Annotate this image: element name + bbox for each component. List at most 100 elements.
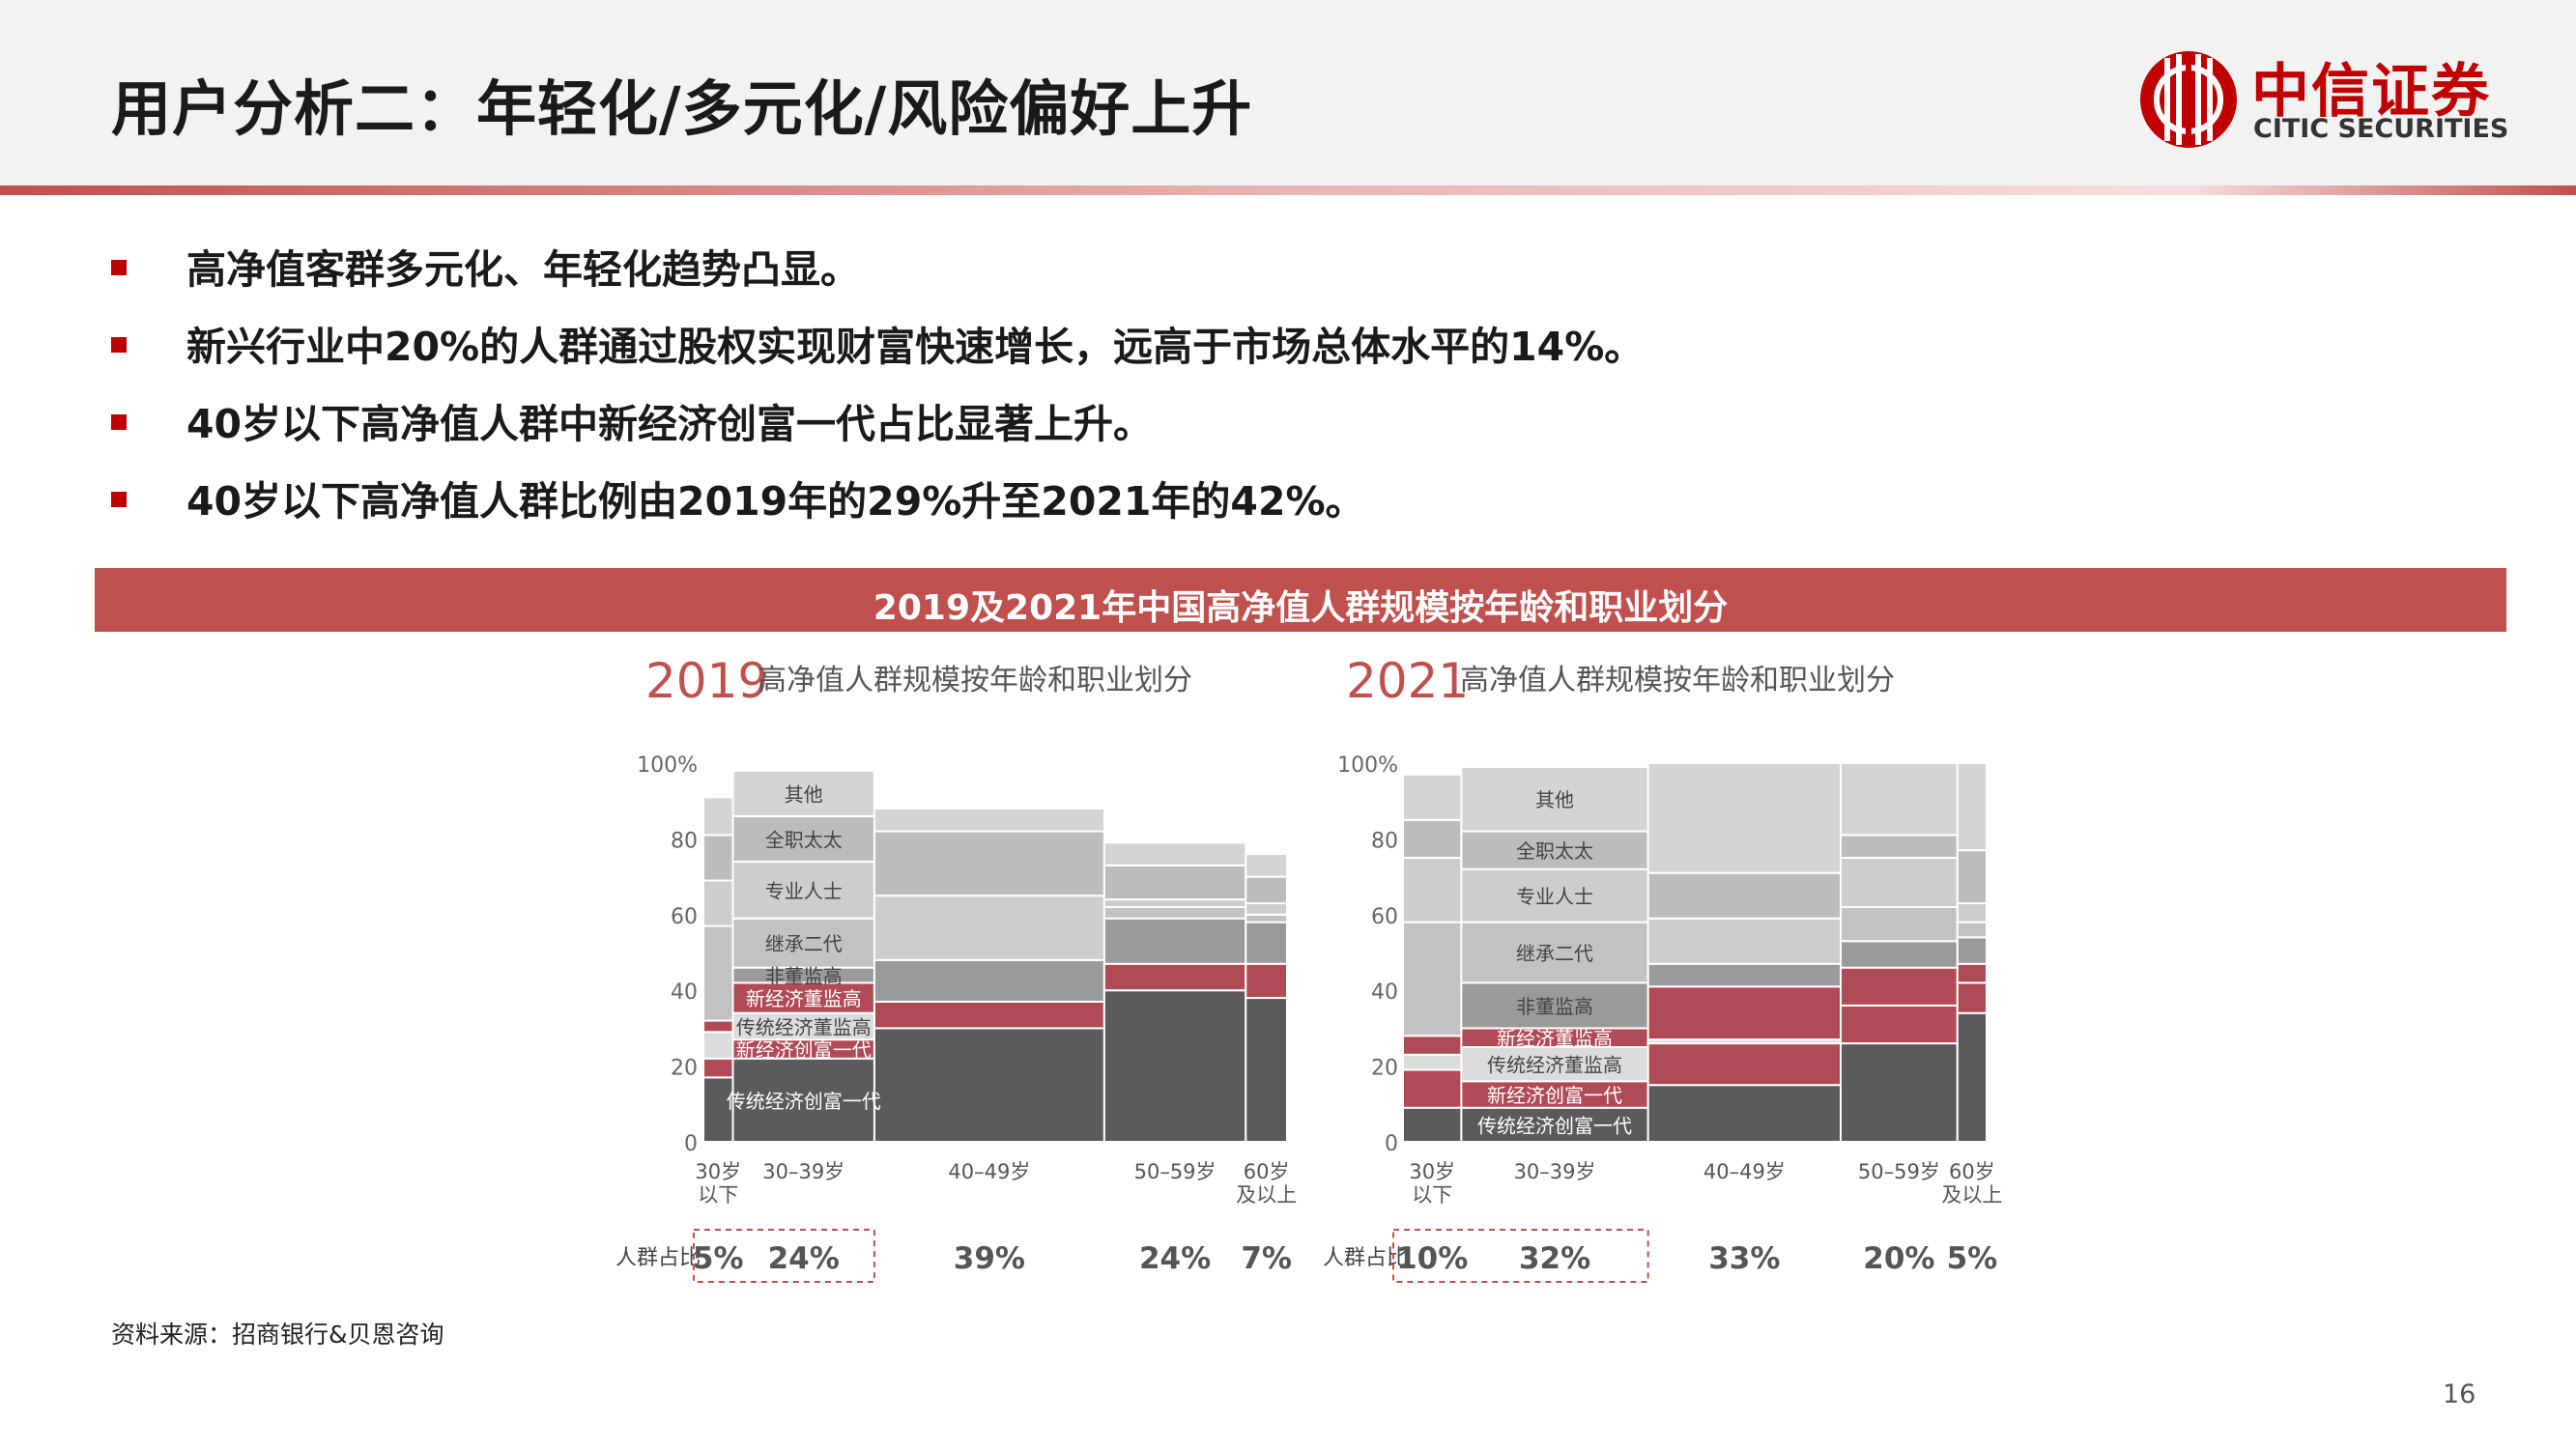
share-value: 24% [1139, 1241, 1211, 1276]
citic-logo-icon [2140, 51, 2237, 148]
bar-segment [1102, 989, 1247, 1143]
bar-segment [1956, 962, 1989, 984]
share-row-label: 人群占比 [1323, 1246, 1408, 1270]
segment-label: 传统经济董监高 [1487, 1054, 1622, 1077]
y-tick-label: 80 [1371, 829, 1398, 853]
segment-label: 新经济董监高 [746, 987, 862, 1010]
category-label: 30岁 [695, 1160, 741, 1183]
bar-segment [731, 814, 875, 863]
bar-segment [1956, 936, 1989, 965]
bar-segment [1840, 905, 1959, 943]
y-tick-label: 40 [671, 980, 698, 1005]
bar-segment [1956, 921, 1989, 939]
y-tick-label: 0 [684, 1132, 698, 1156]
bullet-square-icon [111, 260, 127, 275]
segment-label: 传统经济创富一代 [727, 1090, 881, 1113]
share-value: 20% [1863, 1241, 1934, 1276]
y-tick-label: 0 [1385, 1132, 1398, 1156]
segment-label: 新经济董监高 [1497, 1027, 1613, 1050]
bar-segment [1245, 853, 1289, 878]
logo-name-en: CITIC SECURITIES [2253, 114, 2509, 144]
y-tick-label: 80 [671, 829, 698, 853]
category-label: 30岁 [1409, 1160, 1455, 1183]
bar-segment [1402, 818, 1463, 859]
share-value: 33% [1708, 1241, 1780, 1276]
bullet-item: 高净值客群多元化、年轻化趋势凸显。 [111, 237, 2430, 314]
y-tick-label: 60 [1371, 905, 1398, 929]
bar-segment [1840, 762, 1959, 837]
y-tick-label: 100% [637, 753, 698, 778]
bar-segment [1956, 849, 1989, 905]
bar-segment [873, 895, 1105, 961]
y-tick-label: 20 [1371, 1057, 1398, 1081]
y-tick-label: 100% [1337, 753, 1398, 778]
share-value: 5% [693, 1241, 744, 1276]
segment-label: 新经济创富一代 [1487, 1084, 1622, 1107]
bar-segment [1245, 902, 1289, 916]
page-title: 用户分析二：年轻化/多元化/风险偏好上升 [111, 73, 1253, 144]
bar-segment [1646, 962, 1843, 988]
category-label: 50–59岁 [1858, 1160, 1940, 1183]
bar-segment [1102, 864, 1247, 901]
segment-label: 新经济创富一代 [736, 1038, 872, 1062]
share-value: 10% [1396, 1241, 1468, 1276]
bar-segment [1840, 940, 1959, 969]
segment-label: 继承二代 [765, 932, 843, 955]
segment-label: 全职太太 [765, 828, 843, 851]
y-tick-label: 40 [1371, 980, 1398, 1005]
share-value: 7% [1241, 1241, 1292, 1276]
y-tick-label: 20 [671, 1057, 698, 1081]
share-row-label: 人群占比 [615, 1246, 701, 1270]
share-value: 32% [1519, 1241, 1590, 1276]
chart-title-year: 2019 [645, 653, 768, 709]
bar-segment [1245, 997, 1289, 1144]
bar-segment [1102, 917, 1247, 965]
bullet-item: 40岁以下高净值人群比例由2019年的29%升至2021年的42%。 [111, 469, 2430, 546]
bullet-text: 高净值客群多元化、年轻化趋势凸显。 [186, 246, 860, 293]
bar-segment [873, 958, 1105, 1003]
chart-title: 高净值人群规模按年龄和职业划分 [758, 664, 1192, 697]
category-label: 60岁 [1244, 1160, 1290, 1183]
bar-segment [873, 830, 1105, 897]
bar-segment [702, 1057, 734, 1079]
y-tick-label: 60 [671, 905, 698, 929]
bar-segment [1646, 1084, 1843, 1143]
citic-logo: 中信证券 CITIC SECURITIES [2135, 46, 2508, 153]
bar-segment [1956, 762, 1989, 852]
segment-label: 其他 [1535, 788, 1574, 811]
bullet-text: 40岁以下高净值人群中新经济创富一代占比显著上升。 [186, 401, 1154, 447]
bullet-square-icon [111, 492, 127, 507]
category-label: 50–59岁 [1134, 1160, 1216, 1183]
share-value: 24% [768, 1241, 840, 1276]
header-divider [0, 185, 2576, 195]
segment-label: 全职太太 [1516, 839, 1593, 863]
category-label: 60岁 [1949, 1160, 1995, 1183]
category-label: 30–39岁 [1514, 1160, 1596, 1183]
bar-segment [1402, 773, 1463, 821]
bar-segment [1646, 1042, 1843, 1087]
bar-segment [1402, 1106, 1463, 1143]
segment-label: 专业人士 [765, 879, 843, 902]
segment-label: 非董监高 [765, 965, 843, 988]
segment-label: 传统经济董监高 [736, 1015, 872, 1038]
bullet-list: 高净值客群多元化、年轻化趋势凸显。 新兴行业中20%的人群通过股权实现财富快速增… [111, 237, 2430, 546]
segment-label: 其他 [785, 782, 823, 806]
bar-segment [702, 1019, 734, 1034]
category-label: 30–39岁 [762, 1160, 844, 1183]
chart-banner-title: 2019及2021年中国高净值人群规模按年龄和职业划分 [873, 588, 1729, 628]
highlight-box [693, 1229, 875, 1283]
bar-segment [1956, 981, 1989, 1014]
bar-segment [1245, 875, 1289, 905]
bar-segment [702, 834, 734, 882]
bar-segment [1840, 966, 1959, 1007]
bar-segment [1402, 857, 1463, 923]
bar-segment [1402, 921, 1463, 1037]
bullet-square-icon [111, 337, 127, 353]
bar-segment [1646, 871, 1843, 920]
bullet-text: 40岁以下高净值人群比例由2019年的29%升至2021年的42%。 [186, 478, 1365, 525]
segment-label: 非董监高 [1516, 995, 1593, 1018]
bar-segment [1245, 962, 1289, 1000]
bar-segment [1102, 841, 1247, 867]
share-value: 39% [954, 1241, 1025, 1276]
bullet-item: 40岁以下高净值人群中新经济创富一代占比显著上升。 [111, 391, 2430, 469]
